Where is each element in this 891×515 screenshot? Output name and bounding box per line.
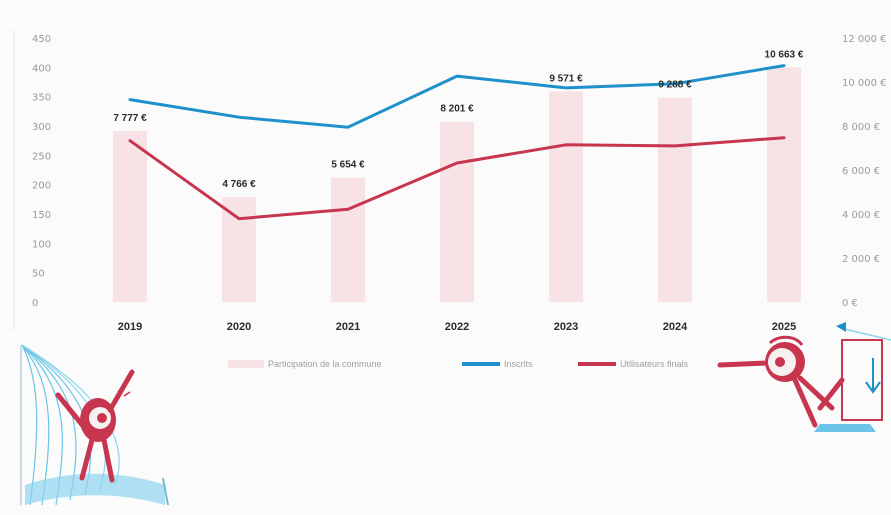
right-tick-label: 6 000 € [842,166,880,177]
bar-value-label: 9 571 € [549,73,583,84]
x-tick-label: 2023 [554,321,578,333]
bar-data-labels: 7 777 € 4 766 € 5 654 € 8 201 € 9 571 € 9 288… [113,49,804,190]
series-line [128,64,786,129]
left-tick-label: 250 [32,151,51,162]
bar [767,67,801,302]
left-tick-label: 200 [32,181,51,192]
right-tick-label: 2 000 € [842,254,880,265]
bar-value-label: 5 654 € [331,160,365,171]
bar [113,130,147,302]
left-tick-label: 50 [32,269,45,280]
left-axis: 450 400 350 300 250 200 150 100 50 0 [13,30,51,330]
x-tick-label: 2024 [663,321,688,333]
character-pushing-box-illustration [717,322,891,432]
bar-value-label: 8 201 € [440,104,474,115]
right-tick-label: 0 € [842,298,858,309]
bar-value-label: 10 663 € [765,49,804,60]
x-tick-label: 2020 [227,321,251,333]
legend-label: Utilisateurs finals [620,359,689,369]
left-tick-label: 450 [32,34,51,45]
bar [440,121,474,302]
left-tick-label: 100 [32,239,51,250]
legend-label: Inscrits [504,359,533,369]
left-tick-label: 350 [32,93,51,104]
left-tick-label: 400 [32,63,51,74]
character-at-curtain-illustration [20,344,169,506]
bar-value-label: 7 777 € [113,113,147,124]
bar [331,177,365,302]
right-tick-label: 8 000 € [842,122,880,133]
x-tick-label: 2022 [445,321,469,333]
legend-swatch [228,360,264,368]
bar-series [113,67,801,302]
x-tick-label: 2021 [336,321,360,333]
x-tick-label: 2019 [118,321,142,333]
left-tick-label: 300 [32,122,51,133]
bar [658,97,692,302]
line-series [128,64,786,221]
right-tick-label: 10 000 € [842,78,887,89]
bar-value-label: 4 766 € [222,179,256,190]
bar [549,91,583,302]
bar [222,197,256,302]
x-tick-label: 2025 [772,321,796,333]
right-axis: 12 000 € 10 000 € 8 000 € 6 000 € 4 000 € 2 0… [842,34,887,309]
right-tick-label: 12 000 € [842,34,887,45]
left-tick-label: 150 [32,210,51,221]
legend: Participation de la commune Inscrits Utili… [228,359,689,369]
x-axis: 2019 2020 2021 2022 2023 2024 2025 [118,321,796,333]
legend-label: Participation de la commune [268,359,382,369]
bar-value-label: 9 288 € [658,80,692,91]
right-tick-label: 4 000 € [842,210,880,221]
series-line [128,136,786,221]
left-tick-label: 0 [32,298,38,309]
